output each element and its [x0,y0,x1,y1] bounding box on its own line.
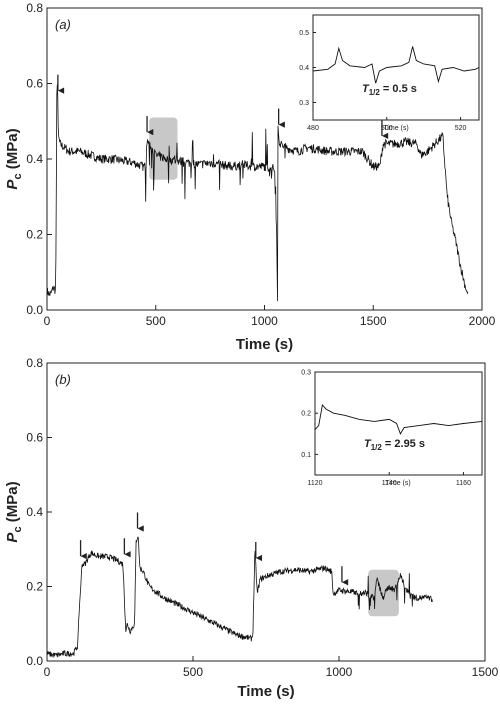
inset-series-line [314,404,483,435]
inset-x-axis-label: Time (s) [385,480,410,487]
panel-label: (a) [55,17,71,32]
x-tick-label: 1000 [326,665,353,679]
series-line [46,536,433,658]
inset-x-tick-label: 500 [381,125,393,132]
highlight-region [149,117,178,180]
inset-y-tick-label: 0.1 [301,452,311,459]
x-tick-label: 500 [146,314,166,328]
y-tick-label: 0.0 [26,303,43,317]
x-tick-label: 2000 [469,314,496,328]
inset-x-tick-label: 1120 [307,480,322,487]
x-axis-label: Time (s) [237,683,294,699]
x-axis-label: Time (s) [236,336,293,353]
y-axis-label: Pc (MPa) [4,481,24,542]
inset-y-tick-label: 0.3 [301,369,311,376]
inset-annotation: T1/2 = 2.95 s [364,438,425,452]
inset-series-line [312,46,480,84]
x-tick-label: 0 [44,665,51,679]
x-tick-label: 1500 [472,665,499,679]
panel-b: 0 500 1000 1500 0.0 0.2 0.4 0.6 0.8 (b) Time (s)… [4,356,499,700]
inset-x-tick-label: 520 [455,125,467,132]
inset-a: 480 500 520 0.3 0.4 0.5 Time (s) T1/2 = 0.5 s [299,14,480,132]
highlight-region [368,569,399,617]
inset-x-tick-label: 1140 [382,480,397,487]
inset-b: 1120 1140 1160 0.1 0.2 0.3 Time (s) T1/2 = 2.… [301,369,483,487]
x-tick-label: 1000 [251,314,278,328]
inset-annotation: T1/2 = 0.5 s [362,83,417,97]
y-tick-label: 0.6 [26,431,43,445]
y-axis-label: Pc (MPa) [4,128,24,189]
y-tick-label: 0.2 [26,580,43,594]
y-tick-label: 0.2 [26,228,43,242]
inset-y-tick-label: 0.3 [299,100,309,107]
y-tick-label: 0.4 [26,505,43,519]
series-line [46,84,469,302]
inset-x-tick-label: 1160 [456,480,471,487]
panel-a: 0 500 1000 1500 2000 0.0 0.2 0.4 0.6 0.8 (a) Time… [4,1,496,353]
panel-label: (b) [55,372,71,387]
inset-x-tick-label: 480 [307,125,319,132]
y-tick-label: 0.8 [26,1,43,15]
inset-x-axis-label: Time (s) [383,125,408,132]
y-tick-label: 0.0 [26,654,43,668]
x-tick-label: 500 [183,665,203,679]
y-tick-label: 0.6 [26,77,43,91]
inset-y-tick-label: 0.5 [299,30,309,37]
x-tick-label: 0 [44,314,51,328]
inset-y-tick-label: 0.4 [299,65,309,72]
inset-frame [314,371,483,476]
x-tick-label: 1500 [360,314,387,328]
y-tick-label: 0.8 [26,356,43,370]
y-tick-label: 0.4 [26,152,43,166]
inset-y-tick-label: 0.2 [301,411,311,418]
